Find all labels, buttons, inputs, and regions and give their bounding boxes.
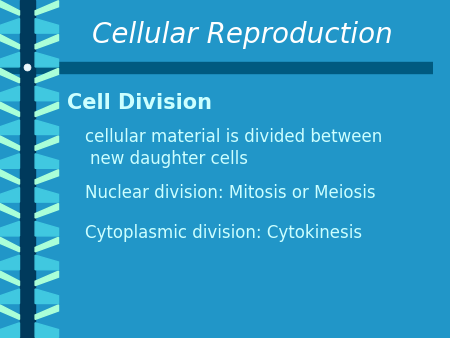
Text: new daughter cells: new daughter cells bbox=[90, 150, 248, 168]
Polygon shape bbox=[35, 102, 58, 117]
Polygon shape bbox=[0, 102, 19, 117]
Polygon shape bbox=[0, 305, 19, 319]
Polygon shape bbox=[0, 120, 19, 135]
Polygon shape bbox=[35, 19, 58, 33]
Polygon shape bbox=[0, 86, 19, 101]
Polygon shape bbox=[35, 1, 58, 15]
Polygon shape bbox=[35, 52, 58, 67]
Polygon shape bbox=[0, 1, 19, 15]
Polygon shape bbox=[0, 136, 19, 150]
Polygon shape bbox=[35, 154, 58, 168]
Polygon shape bbox=[0, 154, 19, 168]
Polygon shape bbox=[0, 237, 19, 252]
Polygon shape bbox=[35, 237, 58, 252]
Polygon shape bbox=[0, 271, 19, 286]
Polygon shape bbox=[35, 289, 58, 304]
Polygon shape bbox=[35, 305, 58, 319]
Polygon shape bbox=[0, 203, 19, 218]
Polygon shape bbox=[35, 136, 58, 150]
Polygon shape bbox=[0, 289, 19, 304]
Text: Cytoplasmic division: Cytokinesis: Cytoplasmic division: Cytokinesis bbox=[85, 224, 362, 242]
Polygon shape bbox=[0, 19, 19, 33]
Polygon shape bbox=[0, 68, 19, 83]
Polygon shape bbox=[35, 170, 58, 184]
Polygon shape bbox=[35, 271, 58, 286]
Polygon shape bbox=[0, 323, 19, 337]
Polygon shape bbox=[35, 221, 58, 236]
Text: Cellular Reproduction: Cellular Reproduction bbox=[92, 22, 393, 49]
Polygon shape bbox=[0, 255, 19, 270]
Text: cellular material is divided between: cellular material is divided between bbox=[85, 128, 382, 146]
Polygon shape bbox=[35, 86, 58, 101]
Polygon shape bbox=[35, 203, 58, 218]
Text: Nuclear division: Mitosis or Meiosis: Nuclear division: Mitosis or Meiosis bbox=[85, 184, 375, 202]
Polygon shape bbox=[35, 120, 58, 135]
Polygon shape bbox=[0, 221, 19, 236]
Polygon shape bbox=[35, 68, 58, 83]
Polygon shape bbox=[35, 323, 58, 337]
Polygon shape bbox=[0, 34, 19, 49]
Polygon shape bbox=[35, 34, 58, 49]
Polygon shape bbox=[0, 52, 19, 67]
Bar bbox=[0, 62, 433, 73]
Polygon shape bbox=[0, 170, 19, 184]
Polygon shape bbox=[0, 188, 19, 202]
Polygon shape bbox=[35, 255, 58, 270]
Bar bbox=[19, 0, 35, 338]
Text: Cell Division: Cell Division bbox=[67, 93, 212, 113]
Polygon shape bbox=[35, 188, 58, 202]
